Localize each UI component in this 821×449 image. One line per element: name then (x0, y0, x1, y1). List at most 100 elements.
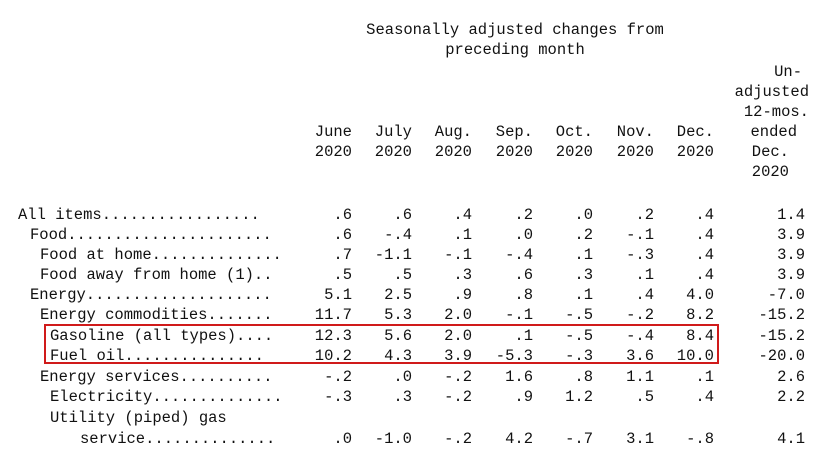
group-title-line2: preceding month (445, 41, 585, 59)
table-cell: -.8 (686, 430, 714, 448)
table-cell: .3 (453, 266, 472, 284)
table-cell: -.1 (444, 246, 472, 264)
table-cell: .6 (333, 206, 352, 224)
table-cell: 5.6 (384, 327, 412, 345)
table-cell: .1 (574, 246, 593, 264)
row-label: Fuel oil............... (50, 347, 264, 365)
table-cell: -.7 (565, 430, 593, 448)
table-cell: .9 (514, 388, 533, 406)
unadjusted-cell: 2.6 (777, 368, 805, 386)
table-cell: -.2 (626, 306, 654, 324)
table-cell: -.1 (626, 226, 654, 244)
table-cell: .8 (514, 286, 533, 304)
table-cell: .1 (635, 266, 654, 284)
column-header-year: 2020 (676, 143, 714, 161)
table-cell: .4 (635, 286, 654, 304)
table-cell: .1 (695, 368, 714, 386)
table-cell: .1 (453, 226, 472, 244)
table-cell: .0 (393, 368, 412, 386)
table-cell: .6 (514, 266, 533, 284)
column-header-month: June (314, 123, 352, 141)
highlight-box (44, 324, 719, 364)
row-label: Food away from home (1).. (40, 266, 273, 284)
table-cell: 8.2 (686, 306, 714, 324)
column-header-year: 2020 (434, 143, 472, 161)
table-cell: -.4 (384, 226, 412, 244)
column-header-year: 2020 (616, 143, 654, 161)
unadjusted-cell: -20.0 (758, 347, 805, 365)
table-cell: -.2 (444, 388, 472, 406)
table-cell: 1.2 (565, 388, 593, 406)
table-cell: -.2 (444, 430, 472, 448)
table-cell: 3.9 (444, 347, 472, 365)
table-cell: 3.6 (626, 347, 654, 365)
table-cell: -.2 (444, 368, 472, 386)
table-cell: 12.3 (314, 327, 352, 345)
table-cell: .0 (514, 226, 533, 244)
table-cell: -.5 (565, 327, 593, 345)
table-cell: -.3 (565, 347, 593, 365)
unadjusted-cell: 4.1 (777, 430, 805, 448)
table-cell: .0 (574, 206, 593, 224)
table-cell: .3 (393, 388, 412, 406)
table-cell: -.1 (505, 306, 533, 324)
unadjusted-header-line: adjusted (734, 83, 809, 101)
table-cell: .2 (514, 206, 533, 224)
unadjusted-cell: -15.2 (758, 306, 805, 324)
table-cell: .5 (333, 266, 352, 284)
table-cell: 4.0 (686, 286, 714, 304)
table-cell: 8.4 (686, 327, 714, 345)
table-cell: -1.0 (374, 430, 412, 448)
table-cell: .4 (695, 388, 714, 406)
unadjusted-header-line: Dec. (751, 143, 789, 161)
unadjusted-cell: 3.9 (777, 226, 805, 244)
table-cell: .9 (453, 286, 472, 304)
table-cell: -.4 (505, 246, 533, 264)
table-cell: 5.1 (324, 286, 352, 304)
unadjusted-header-line: ended (750, 123, 797, 141)
table-cell: .6 (393, 206, 412, 224)
table-cell: .2 (574, 226, 593, 244)
table-cell: .4 (695, 246, 714, 264)
row-label: Food at home.............. (40, 246, 282, 264)
row-label: All items................. (18, 206, 260, 224)
table-cell: .4 (453, 206, 472, 224)
row-label: Food...................... (30, 226, 272, 244)
table-cell: 2.0 (444, 327, 472, 345)
table-cell: .2 (635, 206, 654, 224)
row-label: service.............. (80, 430, 276, 448)
row-label: Gasoline (all types).... (50, 327, 274, 345)
table-cell: -1.1 (374, 246, 412, 264)
row-label: Electricity.............. (50, 388, 283, 406)
unadjusted-cell: -15.2 (758, 327, 805, 345)
table-cell: -.3 (324, 388, 352, 406)
table-cell: 1.6 (505, 368, 533, 386)
table-cell: .7 (333, 246, 352, 264)
group-title-line1: Seasonally adjusted changes from (366, 21, 664, 39)
table-cell: .4 (695, 206, 714, 224)
column-header-year: 2020 (314, 143, 352, 161)
table-cell: 3.1 (626, 430, 654, 448)
row-label: Utility (piped) gas (50, 409, 227, 427)
table-cell: .8 (574, 368, 593, 386)
table-cell: 4.3 (384, 347, 412, 365)
unadjusted-cell: 2.2 (777, 388, 805, 406)
table-cell: .3 (574, 266, 593, 284)
column-header-month: Aug. (434, 123, 472, 141)
table-cell: .6 (333, 226, 352, 244)
table-cell: 2.0 (444, 306, 472, 324)
unadjusted-header-line: Un- (774, 63, 802, 81)
column-header-month: Oct. (555, 123, 593, 141)
column-header-month: Sep. (495, 123, 533, 141)
row-label: Energy services.......... (40, 368, 273, 386)
table-cell: -.2 (324, 368, 352, 386)
unadjusted-cell: 1.4 (777, 206, 805, 224)
unadjusted-cell: 3.9 (777, 266, 805, 284)
table-cell: 10.0 (676, 347, 714, 365)
unadjusted-header-line: 2020 (751, 163, 789, 181)
table-cell: 5.3 (384, 306, 412, 324)
table-cell: -.4 (626, 327, 654, 345)
table-cell: .0 (333, 430, 352, 448)
table-cell: .5 (393, 266, 412, 284)
column-header-month: July (374, 123, 412, 141)
